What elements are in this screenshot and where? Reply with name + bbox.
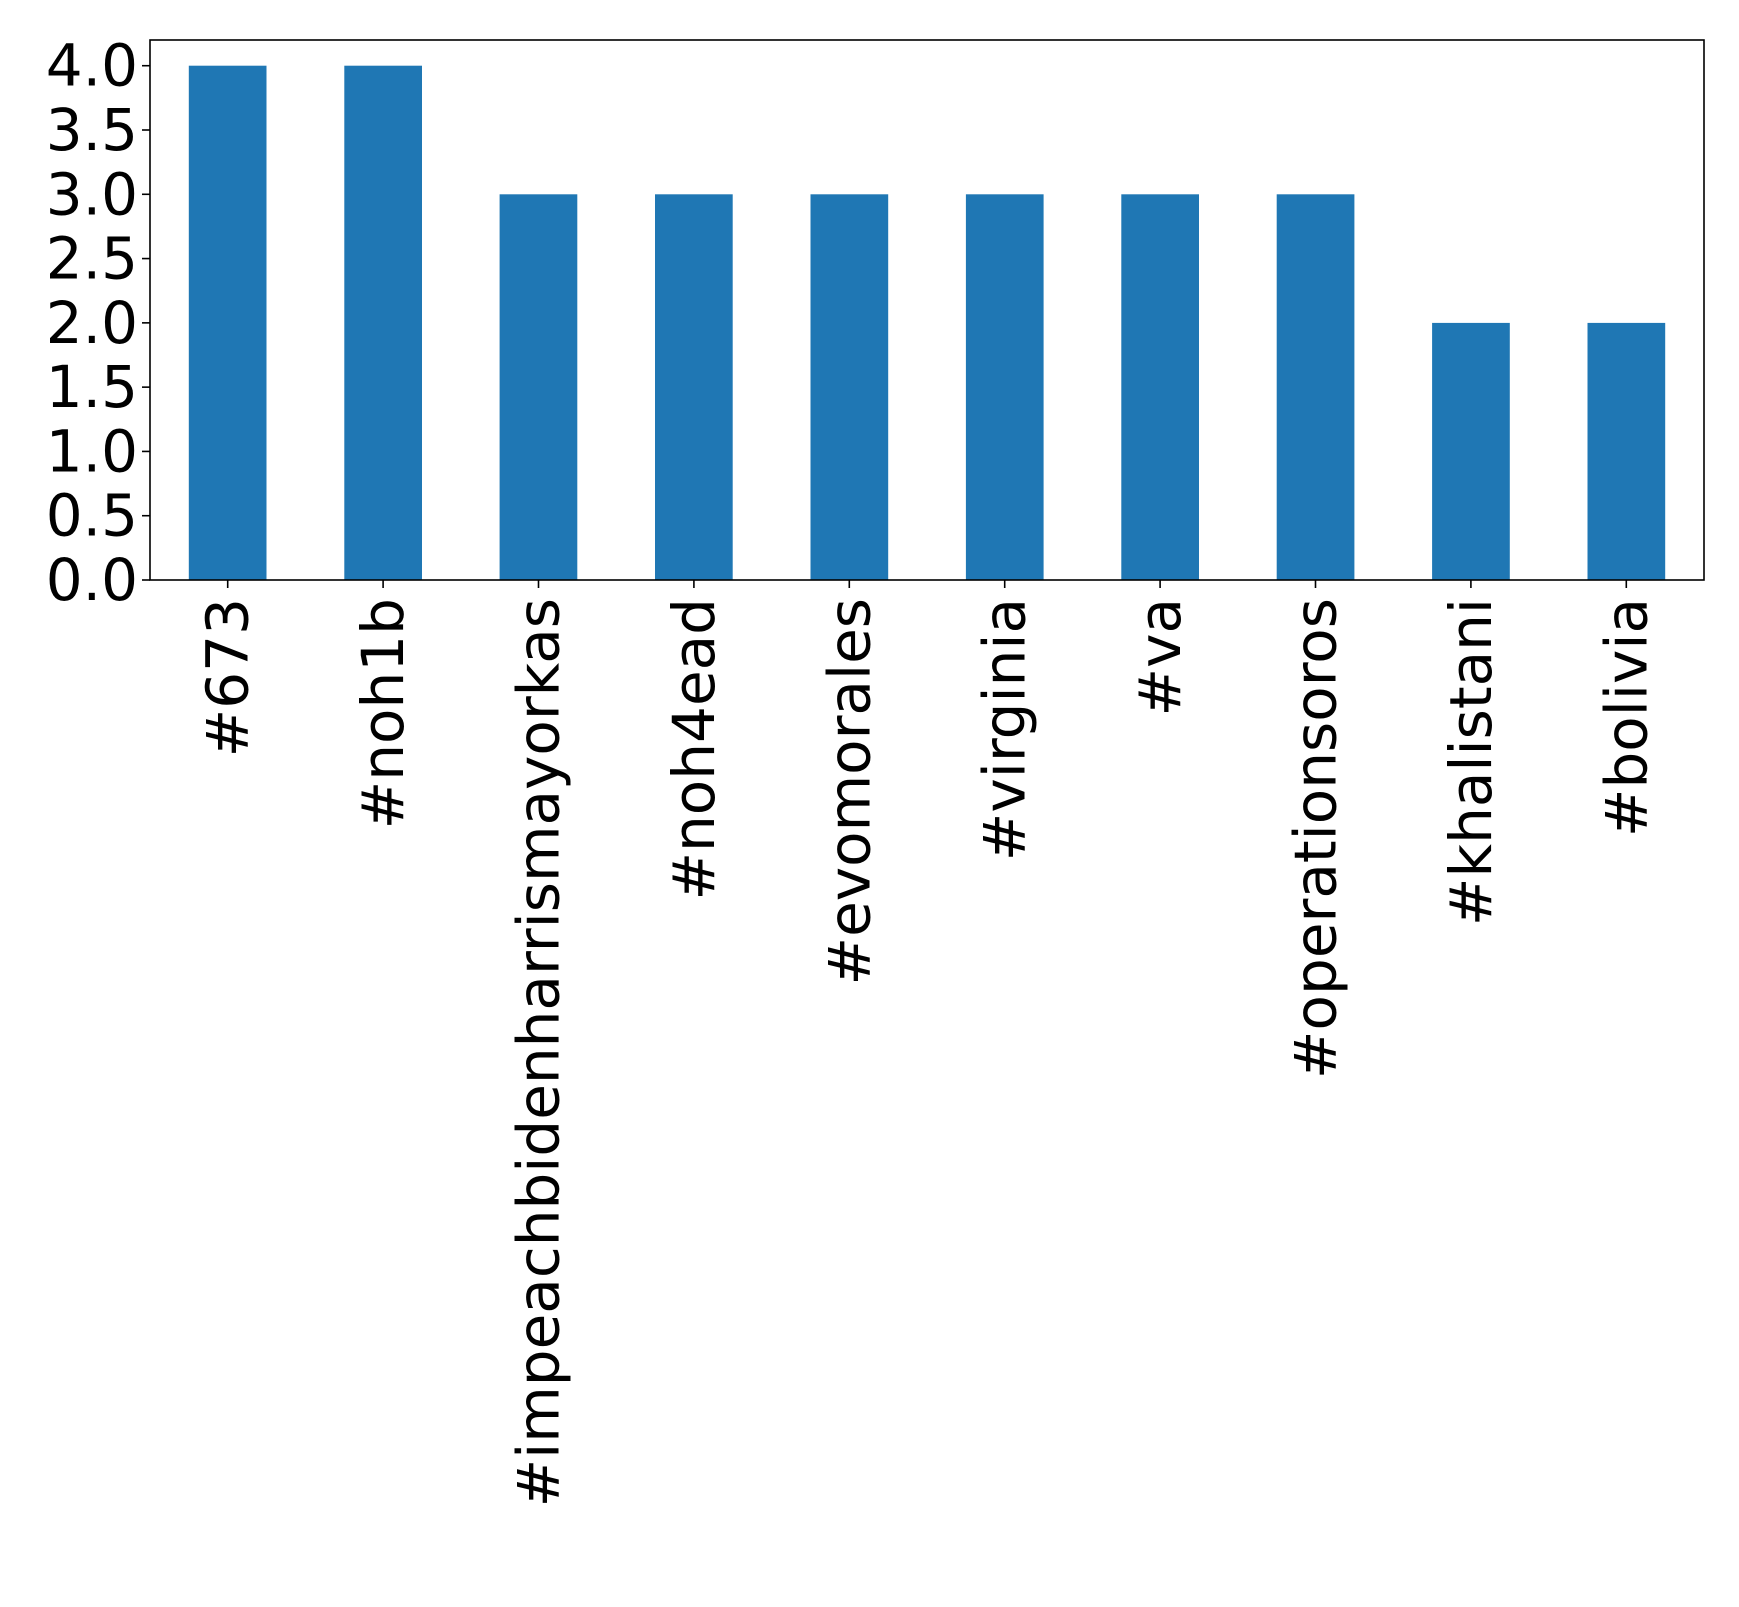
bar: [344, 65, 422, 580]
y-tick-label: 0.5: [46, 482, 138, 550]
y-tick-label: 1.5: [46, 353, 138, 421]
y-tick-label: 2.0: [46, 289, 138, 357]
bar: [655, 194, 733, 581]
y-axis: 0.00.51.01.52.02.53.03.54.0: [46, 32, 150, 614]
plot-frame: [149, 39, 1705, 581]
x-tick-label: #khalistani: [1437, 598, 1505, 926]
bar: [188, 65, 267, 580]
y-tick-label: 0.0: [46, 546, 138, 614]
x-tick-label: #virginia: [971, 598, 1039, 861]
x-axis: #673 #noh1b #impeachbidenharrismayorkas #no…: [194, 580, 1660, 1507]
x-tick-label: #va: [1126, 598, 1194, 716]
bar: [1276, 194, 1355, 581]
bar: [499, 194, 578, 581]
x-tick-label: #noh4ead: [660, 598, 728, 901]
bars-group: [188, 65, 1666, 581]
x-tick-label: #bolivia: [1592, 598, 1660, 837]
bar: [810, 194, 889, 581]
y-tick-label: 4.0: [46, 32, 138, 100]
x-tick-label: #operationsoros: [1282, 598, 1350, 1079]
x-tick-label: #noh1b: [349, 598, 417, 829]
x-tick-label: #673: [194, 598, 262, 757]
bar: [1587, 322, 1666, 580]
y-tick-label: 3.0: [46, 160, 138, 228]
x-tick-label: #impeachbidenharrismayorkas: [505, 598, 573, 1507]
y-tick-label: 1.0: [46, 417, 138, 485]
y-tick-label: 2.5: [46, 225, 138, 293]
bar: [1432, 322, 1510, 580]
bar: [1121, 194, 1199, 581]
y-tick-label: 3.5: [46, 96, 138, 164]
bar: [965, 194, 1044, 581]
x-tick-label: #evomorales: [815, 598, 883, 985]
